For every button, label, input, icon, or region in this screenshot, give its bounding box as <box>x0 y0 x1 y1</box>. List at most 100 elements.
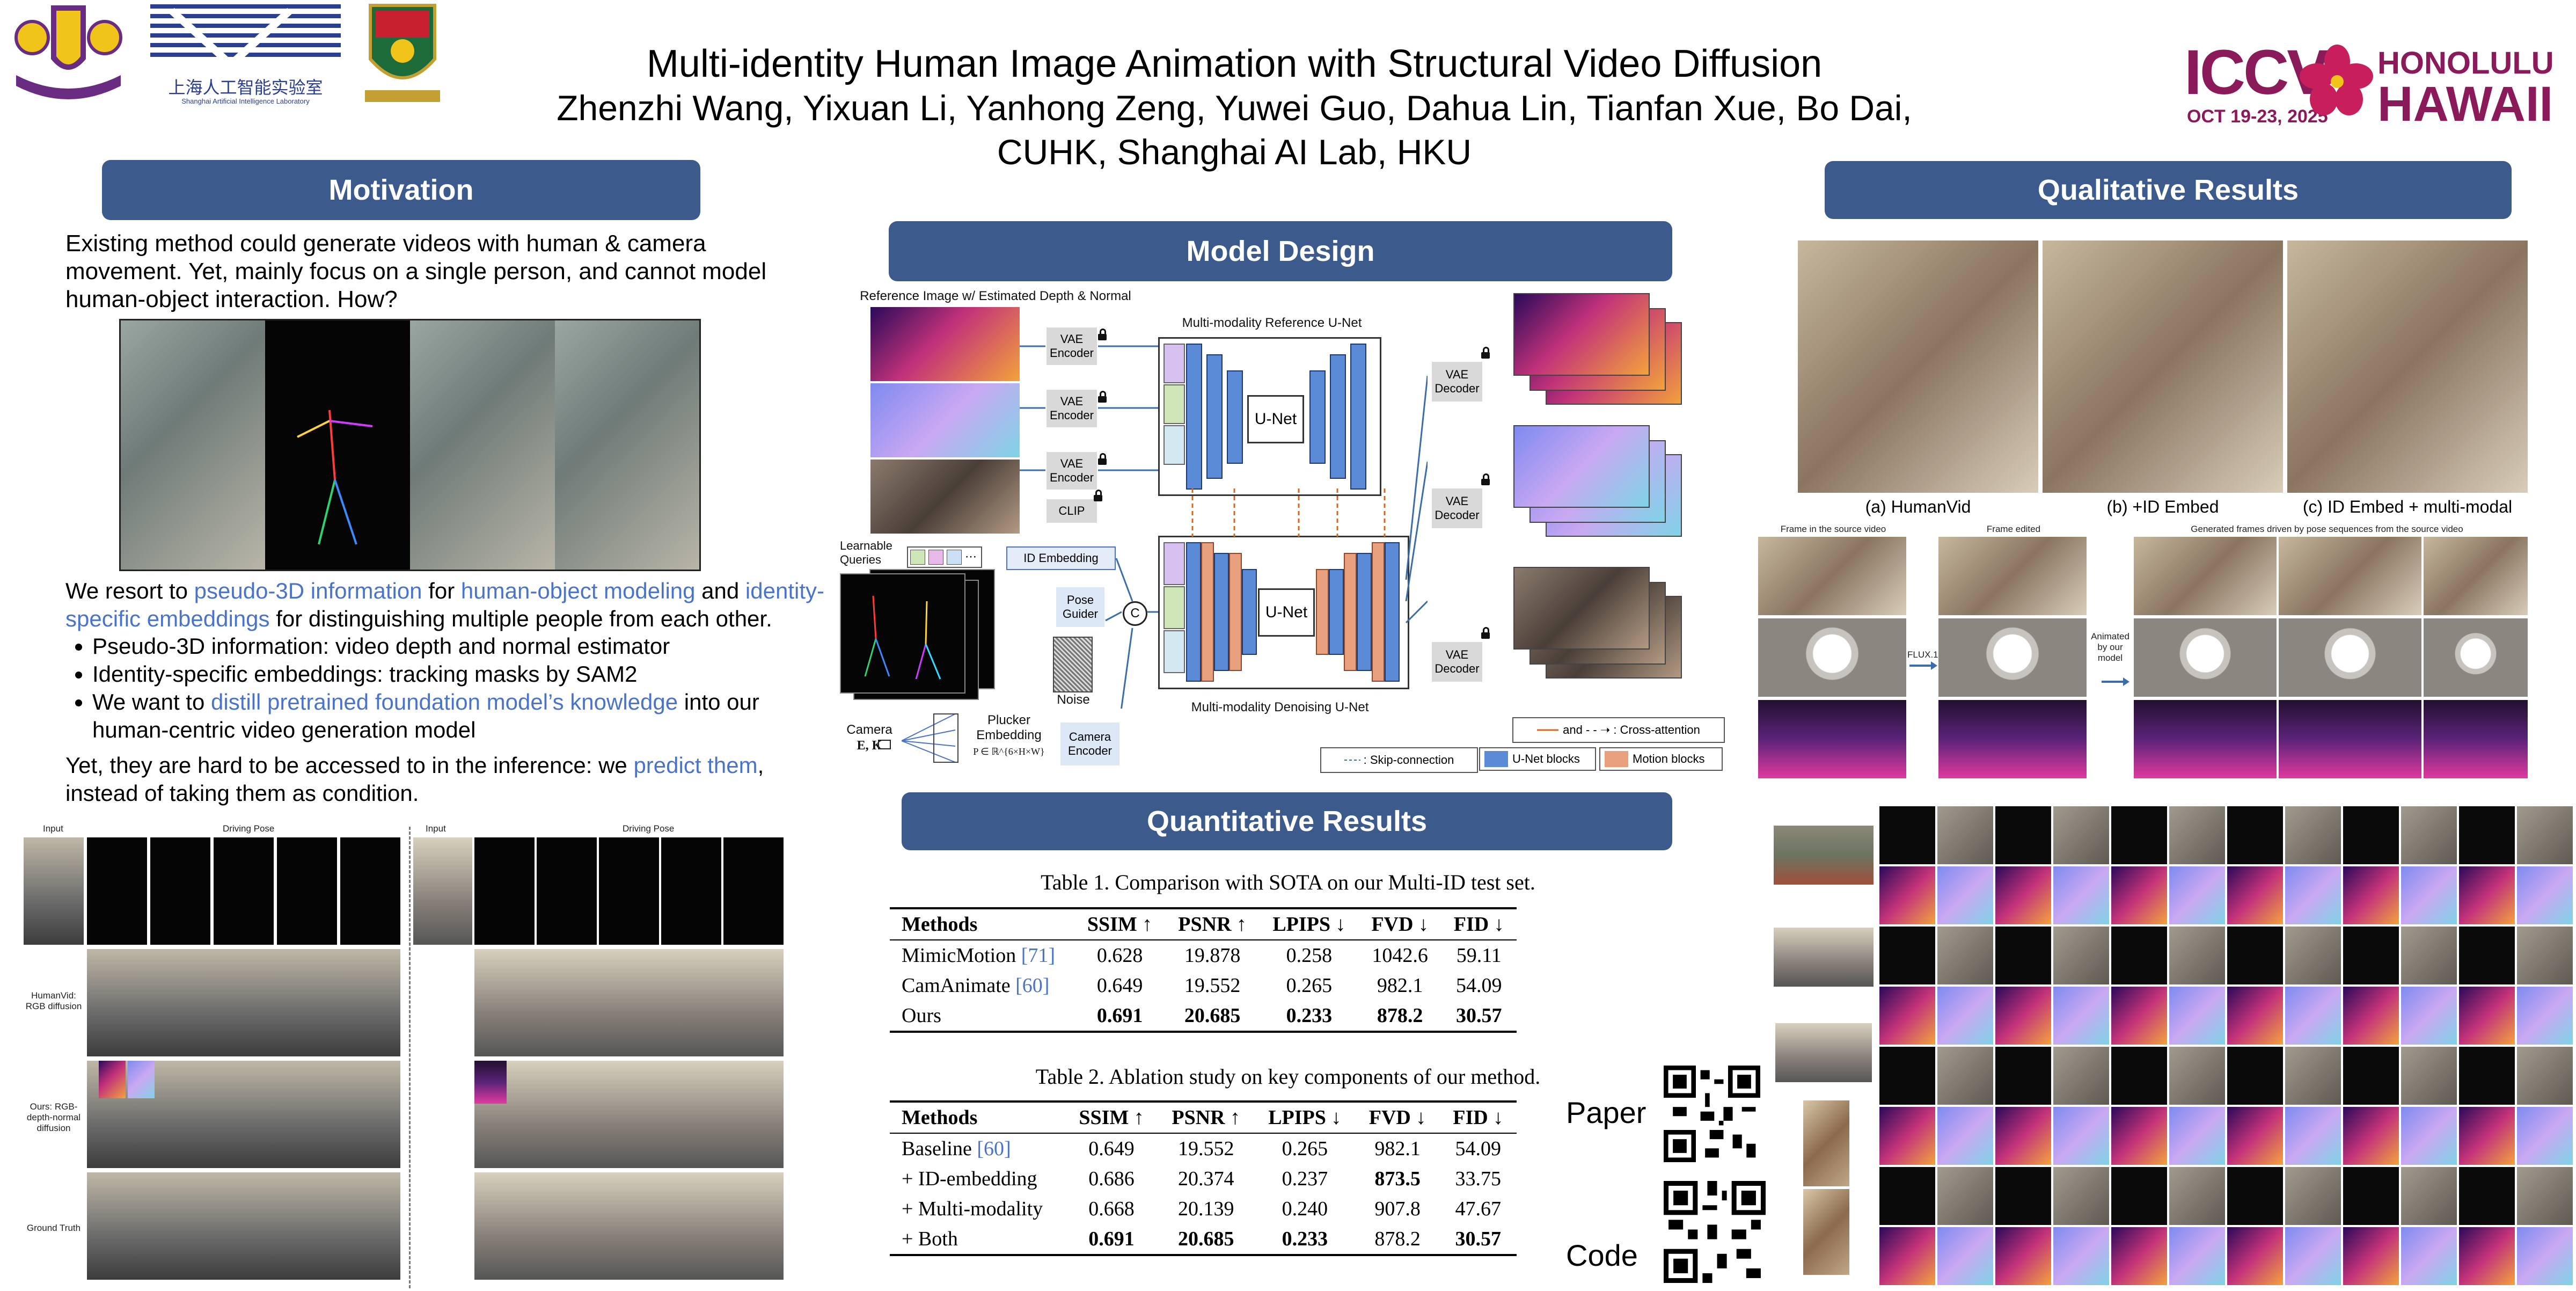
unet-block <box>1214 553 1229 671</box>
unet-block <box>1186 344 1202 490</box>
table-cell: 30.57 <box>1455 1228 1502 1250</box>
mosaic-cell <box>1937 987 1993 1045</box>
mosaic-cell <box>1995 927 2051 984</box>
reference-cond-strip <box>1163 384 1185 424</box>
grid-divider <box>409 827 411 1288</box>
table-cell: 20.685 <box>1184 1004 1241 1027</box>
plucker-embedding-symbol: P ∈ ℝ^{6×H×W} <box>973 746 1045 757</box>
id-embedding-block: ID Embedding <box>1006 546 1116 570</box>
mosaic-cell <box>2401 987 2457 1045</box>
paper-qr-code[interactable] <box>1664 1066 1760 1162</box>
learnable-queries-label: Learnable Queries <box>840 539 892 566</box>
lock-icon <box>1098 329 1107 340</box>
pose-sequence-frame <box>840 573 965 694</box>
mosaic-cell <box>1879 1227 1935 1285</box>
mosaic-cell <box>2517 866 2573 924</box>
noise-cube <box>1053 637 1093 692</box>
lab-logo-text: 上海人工智能实验室 <box>168 77 323 98</box>
mosaic-cell <box>1995 806 2051 864</box>
table-method-cell: MimicMotion [71] <box>890 940 1074 971</box>
citation-link[interactable]: [71] <box>1021 944 1056 967</box>
mosaic-cell <box>2227 1167 2283 1225</box>
skip-connection-icon <box>1344 760 1360 761</box>
unet-block <box>1385 542 1400 682</box>
reference-depth-image <box>870 307 1020 381</box>
method-name: + Both <box>902 1228 958 1250</box>
grid-right-ours-frame <box>474 1061 784 1168</box>
mosaic-cell <box>2111 1047 2167 1105</box>
edited-frame-1 <box>1938 537 2087 615</box>
table1-caption: Table 1. Comparison with SOTA on our Mul… <box>1041 870 1535 894</box>
table-cell: 47.67 <box>1455 1198 1502 1220</box>
denoising-unet-label: Multi-modality Denoising U-Net <box>1191 700 1369 714</box>
grid-left-pose <box>150 837 210 945</box>
grid-left-humanvid-frame <box>87 949 400 1056</box>
mosaic-cell <box>2401 927 2457 984</box>
reference-normal-image <box>870 383 1020 457</box>
citation-link[interactable]: [60] <box>1015 974 1050 997</box>
table-cell: 0.233 <box>1286 1004 1333 1027</box>
method-name: + Multi-modality <box>902 1198 1043 1220</box>
legend-motion-blocks: Motion blocks <box>1599 747 1723 771</box>
table-cell: 982.1 <box>1377 974 1423 997</box>
mosaic-cell <box>2343 1107 2399 1165</box>
grid-left-pose <box>340 837 400 945</box>
grid-left-driving-label: Driving Pose <box>223 823 275 834</box>
table-cell: 19.878 <box>1184 944 1241 967</box>
mosaic-cell <box>2517 927 2573 984</box>
diagram-connector-arrows <box>1020 345 1428 709</box>
table-cell: 0.691 <box>1096 1004 1143 1027</box>
arrow-right-icon <box>1909 661 1937 670</box>
mosaic-cell <box>2459 866 2515 924</box>
lock-icon <box>1098 453 1107 465</box>
table-cell: 0.668 <box>1088 1198 1135 1220</box>
mosaic-cell <box>2227 927 2283 984</box>
table-cell: 54.09 <box>1456 974 1502 997</box>
plucker-ray-icon <box>902 713 958 763</box>
mosaic-cell <box>2517 987 2573 1045</box>
edited-frame-label: Frame edited <box>1986 524 2041 534</box>
table-cell: 878.2 <box>1377 1004 1423 1027</box>
output-rgb-frame <box>1513 567 1650 650</box>
reference-unet-label: Multi-modality Reference U-Net <box>1182 316 1362 330</box>
mosaic-input-image <box>1803 1100 1849 1186</box>
mosaic-cell <box>2053 1107 2109 1165</box>
mosaic-cell <box>1879 927 1935 984</box>
table-cell: 907.8 <box>1374 1198 1421 1220</box>
citation-link[interactable]: [60] <box>977 1137 1011 1160</box>
unet-block <box>1350 344 1366 490</box>
edited-frame-3 <box>1938 700 2087 778</box>
bullet-item: We want to distill pretrained foundation… <box>92 688 833 744</box>
motivation-photo-2 <box>410 319 555 571</box>
caption-humanvid: (a) HumanVid <box>1865 497 1971 516</box>
table-cell: 19.552 <box>1177 1137 1234 1160</box>
paper-link-label[interactable]: Paper <box>1566 1096 1646 1129</box>
mosaic-cell <box>1937 806 1993 864</box>
caption-id-embed: (b) +ID Embed <box>2106 497 2219 516</box>
query-token <box>910 550 925 565</box>
mosaic-cell <box>2343 927 2399 984</box>
table-cell: 0.237 <box>1282 1168 1328 1190</box>
method-name: Baseline <box>902 1137 977 1160</box>
cuhk-logo <box>0 0 137 107</box>
mosaic-cell <box>2343 1167 2399 1225</box>
cross-attention-arrow-icon <box>1537 729 1559 731</box>
mosaic-cell <box>2517 1167 2573 1225</box>
shanghai-ai-lab-logo: 上海人工智能实验室 Shanghai Artificial Intelligen… <box>150 0 341 107</box>
mosaic-cell <box>2227 1107 2283 1165</box>
mosaic-cell <box>2227 806 2283 864</box>
motivation-photo-1 <box>119 319 265 571</box>
mosaic-input-image <box>1775 1023 1872 1082</box>
vae-decoder-block: VAE Decoder <box>1432 642 1482 682</box>
table-cell: 0.265 <box>1282 1137 1328 1160</box>
mosaic-cell <box>2169 987 2225 1045</box>
mosaic-cell <box>2169 806 2225 864</box>
grid-left-pose <box>214 837 274 945</box>
code-qr-code[interactable] <box>1664 1181 1766 1283</box>
mosaic-cell <box>2227 987 2283 1045</box>
motion-block <box>1316 569 1329 655</box>
code-link-label[interactable]: Code <box>1566 1238 1638 1272</box>
grid-right-input-image <box>413 837 472 945</box>
noise-label: Noise <box>1057 692 1090 707</box>
table-header-cell: Methods <box>902 1106 978 1129</box>
